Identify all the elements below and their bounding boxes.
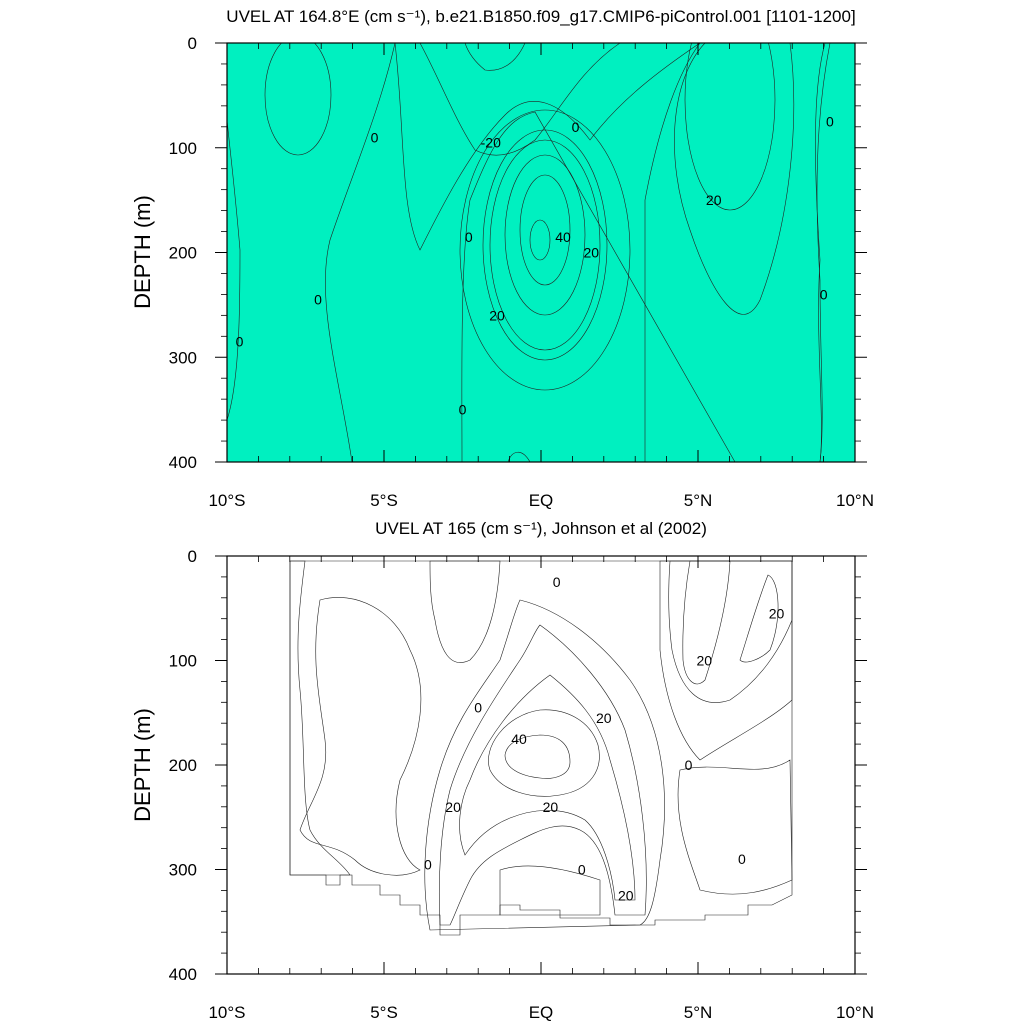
panel1-euc-yellow (489, 139, 601, 351)
panel2-cyan-bottom (499, 865, 601, 916)
panel2-title: UVEL AT 165 (cm s⁻¹), Johnson et al (200… (375, 519, 707, 538)
panel1-ncc-yellow (684, 43, 776, 211)
contour-label: 0 (459, 402, 467, 418)
contour-label: 0 (371, 129, 379, 145)
x-tick-label: 5°N (684, 491, 713, 510)
panel1-region-positive-west (227, 43, 396, 462)
contour-label: 0 (314, 292, 322, 308)
panel1-ylabel: DEPTH (m) (130, 195, 155, 309)
contour-label: 20 (769, 605, 785, 621)
panel2-cyan-east (677, 759, 793, 895)
panel2-ylabel: DEPTH (m) (130, 708, 155, 822)
panel2-lime-ncc (668, 560, 793, 703)
x-tick-label: EQ (529, 1003, 554, 1022)
panel2-cyan-surface (429, 560, 501, 663)
x-tick-label: 5°N (684, 1003, 713, 1022)
contour-label: 0 (424, 856, 432, 872)
panel1-euc-lightorange (504, 154, 586, 316)
panel2-lime-euc (439, 624, 647, 926)
panel2-yellow-ncc (682, 560, 731, 685)
contour-label: 0 (685, 757, 693, 773)
panel1-region-negative-core (464, 43, 526, 71)
contour-label: 20 (445, 799, 461, 815)
contour-label: -20 (481, 135, 501, 151)
panel2-yellow-euc (459, 674, 636, 901)
x-tick-label: 10°N (836, 1003, 874, 1022)
panel2-green-euc (424, 599, 665, 931)
panel2-plot-area (289, 560, 793, 936)
contour-label: 0 (578, 862, 586, 878)
panel2-yellow-ncc-east (739, 574, 779, 663)
y-tick-label: 400 (169, 965, 197, 984)
contour-label: 20 (596, 710, 612, 726)
panel2-frame (226, 555, 856, 975)
x-tick-label: EQ (529, 491, 554, 510)
x-tick-label: 5°S (370, 1003, 398, 1022)
panel1-region-negative-light (419, 43, 621, 156)
panel1-euc-core (529, 219, 551, 261)
panel2-orange-euc (504, 734, 571, 779)
contour-label: 0 (465, 229, 473, 245)
contour-label: 40 (555, 229, 571, 245)
y-tick-label: 300 (169, 348, 197, 367)
panel1-title: UVEL AT 164.8°E (cm s⁻¹), b.e21.B1850.f0… (226, 7, 855, 26)
contour-label: 20 (489, 307, 505, 323)
panel1-ncc-lime (674, 43, 795, 315)
panel2-lightorange-euc (488, 709, 600, 797)
x-tick-label: 10°S (208, 491, 245, 510)
panel2-green-west (289, 560, 351, 876)
contour-label: 20 (706, 192, 722, 208)
panel2-cyan-west (299, 597, 422, 876)
x-tick-label: 5°S (370, 491, 398, 510)
contour-label: 0 (572, 119, 580, 135)
y-tick-label: 100 (169, 139, 197, 158)
y-tick-label: 100 (169, 652, 197, 671)
panel1-contour-labels: 0 -20 0 0 20 0 40 20 0 0 20 0 0 (236, 114, 834, 418)
contour-label: 20 (583, 245, 599, 261)
y-tick-label: 0 (188, 547, 197, 566)
contour-label: 0 (826, 114, 834, 130)
contour-label: 0 (236, 334, 244, 350)
y-tick-label: 200 (169, 244, 197, 263)
panel-model: UVEL AT 164.8°E (cm s⁻¹), b.e21.B1850.f0… (130, 7, 874, 510)
panel1-plot-area (227, 43, 855, 462)
panel1-region-negative (394, 43, 701, 251)
contour-label: 0 (738, 851, 746, 867)
panel2-contour-labels: 0 20 20 0 40 20 0 20 20 0 0 0 20 (424, 574, 784, 904)
x-tick-label: 10°N (836, 491, 874, 510)
y-tick-label: 200 (169, 756, 197, 775)
contour-label: 20 (618, 888, 634, 904)
panel1-region-positive-ncc (644, 43, 831, 462)
y-tick-label: 400 (169, 453, 197, 472)
x-tick-label: 10°S (208, 1003, 245, 1022)
panel2-bg-teal (289, 560, 793, 936)
panel1-bg-teal (227, 43, 855, 462)
y-tick-label: 300 (169, 861, 197, 880)
contour-label: 20 (696, 653, 712, 669)
panel2-green-ncc (659, 560, 793, 761)
panel-observed: UVEL AT 165 (cm s⁻¹), Johnson et al (200… (130, 519, 874, 1022)
contour-label: 0 (474, 700, 482, 716)
panel1-euc-lime (459, 109, 631, 391)
contour-label: 20 (543, 799, 559, 815)
contour-label: 0 (820, 286, 828, 302)
y-tick-label: 0 (188, 34, 197, 53)
contour-label: 40 (511, 731, 527, 747)
panel1-euc-green-ring (482, 129, 608, 361)
panel1-euc-orange (519, 174, 571, 286)
contour-label: 0 (553, 574, 561, 590)
panel1-secc-lime (264, 43, 332, 156)
